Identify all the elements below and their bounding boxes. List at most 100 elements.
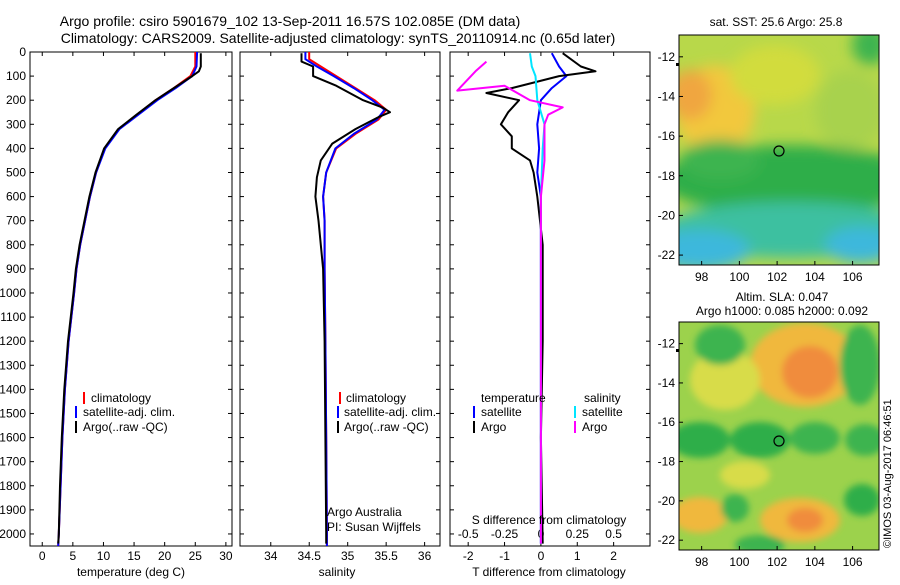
x-tick-label: 25 [189,549,203,563]
credit-argo-australia: Argo Australia [327,505,402,519]
depth-tick-label: 1600 [0,431,26,445]
temperature-x-axis: 0 5 10 15 20 25 30 [30,51,233,563]
depth-tick-label: 500 [6,165,26,179]
sla-edge-tick [676,349,679,352]
depth-axis: 0 100 200 300 400 500 600 700 800 900 1000 1100 1200… [0,45,26,541]
lat-tick-label: -20 [658,208,676,222]
legend-label-satellite: satellite-adj. clim. [344,405,436,419]
lat-tick-label: -22 [658,533,676,547]
legend-head-temperature: temperature [481,391,546,405]
legend-label-climatology: climatology [346,391,406,405]
x-tick-label: 35 [341,549,355,563]
x2-tick-label: -0.25 [491,527,519,541]
depth-tick-label: 1300 [0,358,26,372]
x-tick-label: 5 [70,549,77,563]
depth-tick-label: 900 [6,262,26,276]
t-difference-axis-label: T difference from climatology [472,565,626,579]
x-tick-label: 0 [39,549,46,563]
legend-label-argo: Argo(..raw -QC) [83,420,168,434]
figure-title-line2: Climatology: CARS2009. Satellite-adjuste… [61,30,616,46]
sst-argo-location-marker [773,145,785,157]
legend-label-t-argo: Argo [481,420,507,434]
depth-tick-label: 1800 [0,479,26,493]
salinity-x-axis: 34 34.5 35 35.5 36 [240,51,440,563]
lon-tick-label: 102 [767,270,787,284]
series-line-climatology [308,52,388,546]
temperature-series [57,51,202,547]
legend-label-s-argo: Argo [582,420,608,434]
depth-tick-label: 800 [6,238,26,252]
legend-label-climatology: climatology [91,391,151,405]
lon-tick-label: 98 [695,270,709,284]
x-tick-label: 15 [127,549,141,563]
x-tick-label: -2 [463,549,474,563]
series-line-salinity-argo [456,60,564,544]
x2-tick-label: 0.25 [566,527,590,541]
depth-tick-label: 0 [19,45,26,59]
lon-tick-label: 102 [767,555,787,569]
difference-x-axis: -2 -1 0 1 2 [450,51,650,563]
temperature-legend: climatology satellite-adj. clim. Argo(..… [75,391,175,434]
lon-tick-label: 98 [695,555,709,569]
x-tick-label: -1 [499,549,510,563]
x2-tick-label: 0.5 [605,527,622,541]
difference-series [456,52,597,544]
difference-panel-frame [449,51,651,547]
series-line-argo-raw-qc- [57,53,202,544]
salinity-axis-label: salinity [319,565,356,579]
legend-label-s-satellite: satellite [582,405,623,419]
salinity-series [300,52,391,546]
sla-map-image [679,322,879,550]
depth-tick-label: 1500 [0,406,26,420]
salinity-panel-frame [239,51,441,547]
x-tick-label: 20 [158,549,172,563]
depth-tick-label: 400 [6,141,26,155]
legend-label-satellite: satellite-adj. clim. [83,405,175,419]
depth-tick-label: 2000 [0,527,26,541]
temperature-panel-frame [29,51,233,547]
x-tick-label: 10 [97,549,111,563]
depth-tick-label: 1400 [0,382,26,396]
depth-tick-label: 1000 [0,286,26,300]
temperature-axis-label: temperature (deg C) [77,565,185,579]
salinity-legend: climatology satellite-adj. clim. Argo(..… [337,391,436,434]
figure-title-line1: Argo profile: csiro 5901679_102 13-Sep-2… [60,13,521,29]
lat-tick-label: -14 [658,376,676,390]
lon-tick-label: 106 [843,270,863,284]
depth-tick-label: 1700 [0,455,26,469]
lat-tick-label: -12 [658,337,676,351]
lon-tick-label: 104 [805,270,825,284]
depth-tick-label: 600 [6,190,26,204]
lat-tick-label: -12 [658,50,676,64]
depth-tick-label: 1100 [0,310,26,324]
depth-tick-label: 300 [6,117,26,131]
lat-tick-label: -18 [658,455,676,469]
sst-edge-tick [676,63,679,66]
x-tick-label: 34 [264,549,278,563]
lon-tick-label: 106 [843,555,863,569]
depth-tick-label: 100 [6,69,26,83]
legend-head-salinity: salinity [584,391,621,405]
x-tick-label: 35.5 [374,549,398,563]
imos-timestamp: ©IMOS 03-Aug-2017 06:46:51 [882,399,894,548]
series-line-satellite-adj-clim- [304,52,386,546]
depth-tick-label: 200 [6,93,26,107]
sla-map-title-line2: Argo h1000: 0.085 h2000: 0.092 [696,304,868,318]
x-tick-label: 30 [219,549,233,563]
sla-map-axes: 98 100 102 104 106 -12 -14 -16 -18 -20 -22 [658,337,863,569]
lat-tick-label: -16 [658,129,676,143]
sst-map-axes: 98 100 102 104 106 -12 -14 -16 -18 -20 -22 [658,50,863,284]
series-line-satellite-adj-clim- [57,51,199,547]
x2-tick-label: -0.5 [458,527,479,541]
lon-tick-label: 100 [729,270,749,284]
x-tick-label: 34.5 [298,549,322,563]
sst-map-frame [678,34,880,266]
sst-map-image [679,35,879,265]
series-line-argo-raw-qc- [300,53,391,544]
depth-tick-label: 1200 [0,334,26,348]
credit-pi: PI: Susan Wijffels [327,520,421,534]
lon-tick-label: 100 [729,555,749,569]
depth-tick-label: 1900 [0,503,26,517]
lat-tick-label: -20 [658,494,676,508]
